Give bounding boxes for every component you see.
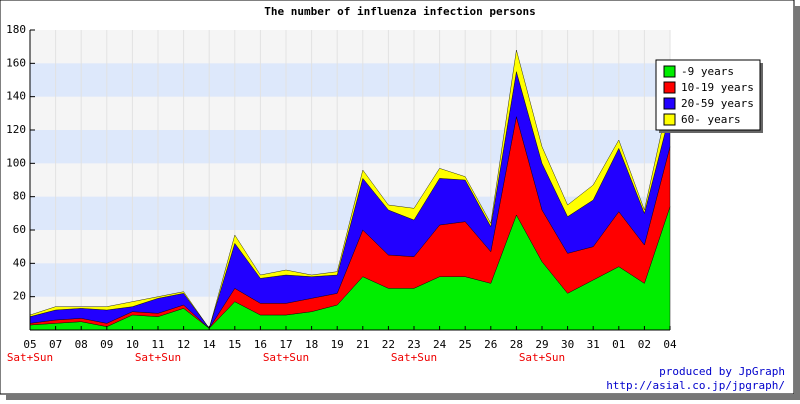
legend-label: -9 years [681,65,734,78]
x-sublabel: Sat+Sun [263,351,309,364]
x-tick-label: 01 [612,338,625,351]
shadow [794,6,800,400]
y-tick-label: 160 [6,56,26,69]
x-sublabel: Sat+Sun [391,351,437,364]
x-tick-label: 19 [331,338,344,351]
x-tick-label: 15 [228,338,241,351]
x-tick-label: 26 [484,338,497,351]
x-tick-label: 30 [561,338,574,351]
legend-swatch [663,81,676,94]
x-tick-label: 05 [23,338,36,351]
x-tick-label: 22 [382,338,395,351]
legend-swatch [663,113,676,126]
legend-swatch [663,65,676,78]
legend-swatch [663,97,676,110]
footer: produced by JpGraph [659,365,785,378]
x-tick-label: 16 [254,338,267,351]
x-sublabel: Sat+Sun [7,351,53,364]
footer: http://asial.co.jp/jpgraph/ [606,379,785,392]
x-tick-label: 08 [75,338,88,351]
x-tick-label: 17 [279,338,292,351]
x-tick-label: 12 [177,338,190,351]
x-sublabel: Sat+Sun [135,351,181,364]
y-tick-label: 140 [6,90,26,103]
shadow [6,394,800,400]
x-tick-label: 07 [49,338,62,351]
x-tick-label: 24 [433,338,447,351]
y-tick-label: 60 [13,223,26,236]
chart-title: The number of influenza infection person… [264,5,536,18]
x-tick-label: 09 [100,338,113,351]
legend-label: 10-19 years [681,81,754,94]
x-tick-label: 28 [510,338,523,351]
x-tick-label: 04 [663,338,677,351]
grid-band [30,63,670,97]
legend-label: 20-59 years [681,97,754,110]
y-tick-label: 80 [13,190,26,203]
x-tick-label: 25 [459,338,472,351]
grid-band [30,130,670,164]
x-tick-label: 18 [305,338,318,351]
x-tick-label: 23 [407,338,420,351]
y-tick-label: 40 [13,256,26,269]
y-tick-label: 120 [6,123,26,136]
y-tick-label: 180 [6,23,26,36]
x-tick-label: 21 [356,338,369,351]
y-tick-label: 100 [6,156,26,169]
x-tick-label: 31 [587,338,600,351]
x-tick-label: 11 [151,338,164,351]
legend-label: 60- years [681,113,741,126]
x-tick-label: 14 [203,338,217,351]
x-tick-label: 29 [535,338,548,351]
x-tick-label: 02 [638,338,651,351]
x-tick-label: 10 [126,338,139,351]
y-tick-label: 20 [13,290,26,303]
x-sublabel: Sat+Sun [519,351,565,364]
